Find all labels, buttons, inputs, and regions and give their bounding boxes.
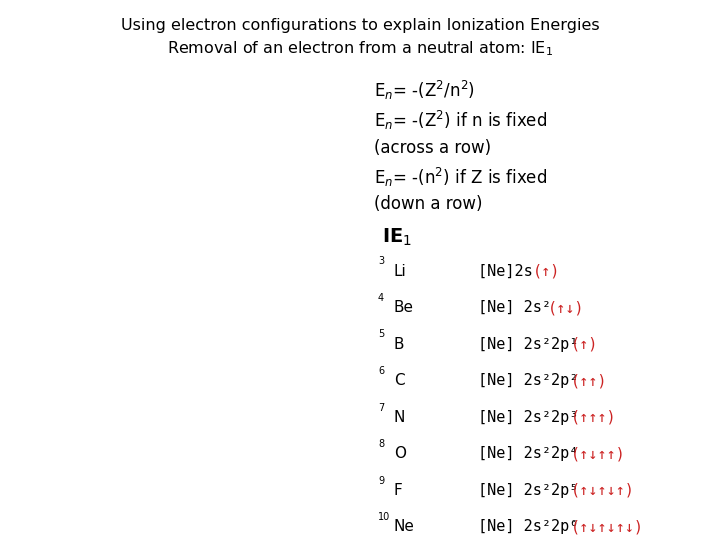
Text: (↑): (↑) xyxy=(571,336,598,352)
Text: (down a row): (down a row) xyxy=(374,195,483,213)
Text: 6: 6 xyxy=(378,366,384,376)
Text: (↑↓): (↑↓) xyxy=(548,300,585,315)
Text: 5: 5 xyxy=(378,329,384,340)
Text: 3: 3 xyxy=(378,256,384,266)
Text: (across a row): (across a row) xyxy=(374,139,492,157)
Text: (↑↑): (↑↑) xyxy=(571,373,608,388)
Text: E$_n$= -(n$^2$) if Z is fixed: E$_n$= -(n$^2$) if Z is fixed xyxy=(374,166,547,188)
Text: E$_n$= -(Z$^2$/n$^2$): E$_n$= -(Z$^2$/n$^2$) xyxy=(374,78,475,102)
Text: Using electron configurations to explain Ionization Energies: Using electron configurations to explain… xyxy=(121,18,599,33)
Text: 4: 4 xyxy=(378,293,384,303)
Text: Be: Be xyxy=(394,300,414,315)
Text: [Ne] 2s²2p⁶: [Ne] 2s²2p⁶ xyxy=(478,519,588,534)
Text: C: C xyxy=(394,373,405,388)
Text: [Ne] 2s²2p⁴: [Ne] 2s²2p⁴ xyxy=(478,446,588,461)
Text: (↑): (↑) xyxy=(533,264,560,279)
Text: Ne: Ne xyxy=(394,519,415,534)
Text: 7: 7 xyxy=(378,402,384,413)
Text: (↑↓↑↑): (↑↓↑↑) xyxy=(571,446,626,461)
Text: Removal of an electron from a neutral atom: IE$_1$: Removal of an electron from a neutral at… xyxy=(167,39,553,58)
Text: IE$_1$: IE$_1$ xyxy=(382,227,412,248)
Text: [Ne] 2s²2p⁵: [Ne] 2s²2p⁵ xyxy=(478,483,588,498)
Text: Li: Li xyxy=(394,264,407,279)
Text: E$_n$= -(Z$^2$) if n is fixed: E$_n$= -(Z$^2$) if n is fixed xyxy=(374,109,547,132)
Text: [Ne] 2s²2p¹: [Ne] 2s²2p¹ xyxy=(478,336,588,352)
Text: (↑↑↑): (↑↑↑) xyxy=(571,410,617,424)
Text: 10: 10 xyxy=(378,512,390,522)
Text: [Ne] 2s²: [Ne] 2s² xyxy=(478,300,560,315)
Text: 9: 9 xyxy=(378,476,384,485)
Text: F: F xyxy=(394,483,402,498)
Text: (↑↓↑↓↑↓): (↑↓↑↓↑↓) xyxy=(571,519,644,534)
Text: O: O xyxy=(394,446,405,461)
Text: B: B xyxy=(394,336,404,352)
Text: 8: 8 xyxy=(378,439,384,449)
Text: N: N xyxy=(394,410,405,424)
Text: [Ne] 2s²2p³: [Ne] 2s²2p³ xyxy=(478,410,588,424)
Text: [Ne] 2s²2p²: [Ne] 2s²2p² xyxy=(478,373,588,388)
Text: (↑↓↑↓↑): (↑↓↑↓↑) xyxy=(571,483,635,498)
Text: [Ne]2s: [Ne]2s xyxy=(478,264,542,279)
